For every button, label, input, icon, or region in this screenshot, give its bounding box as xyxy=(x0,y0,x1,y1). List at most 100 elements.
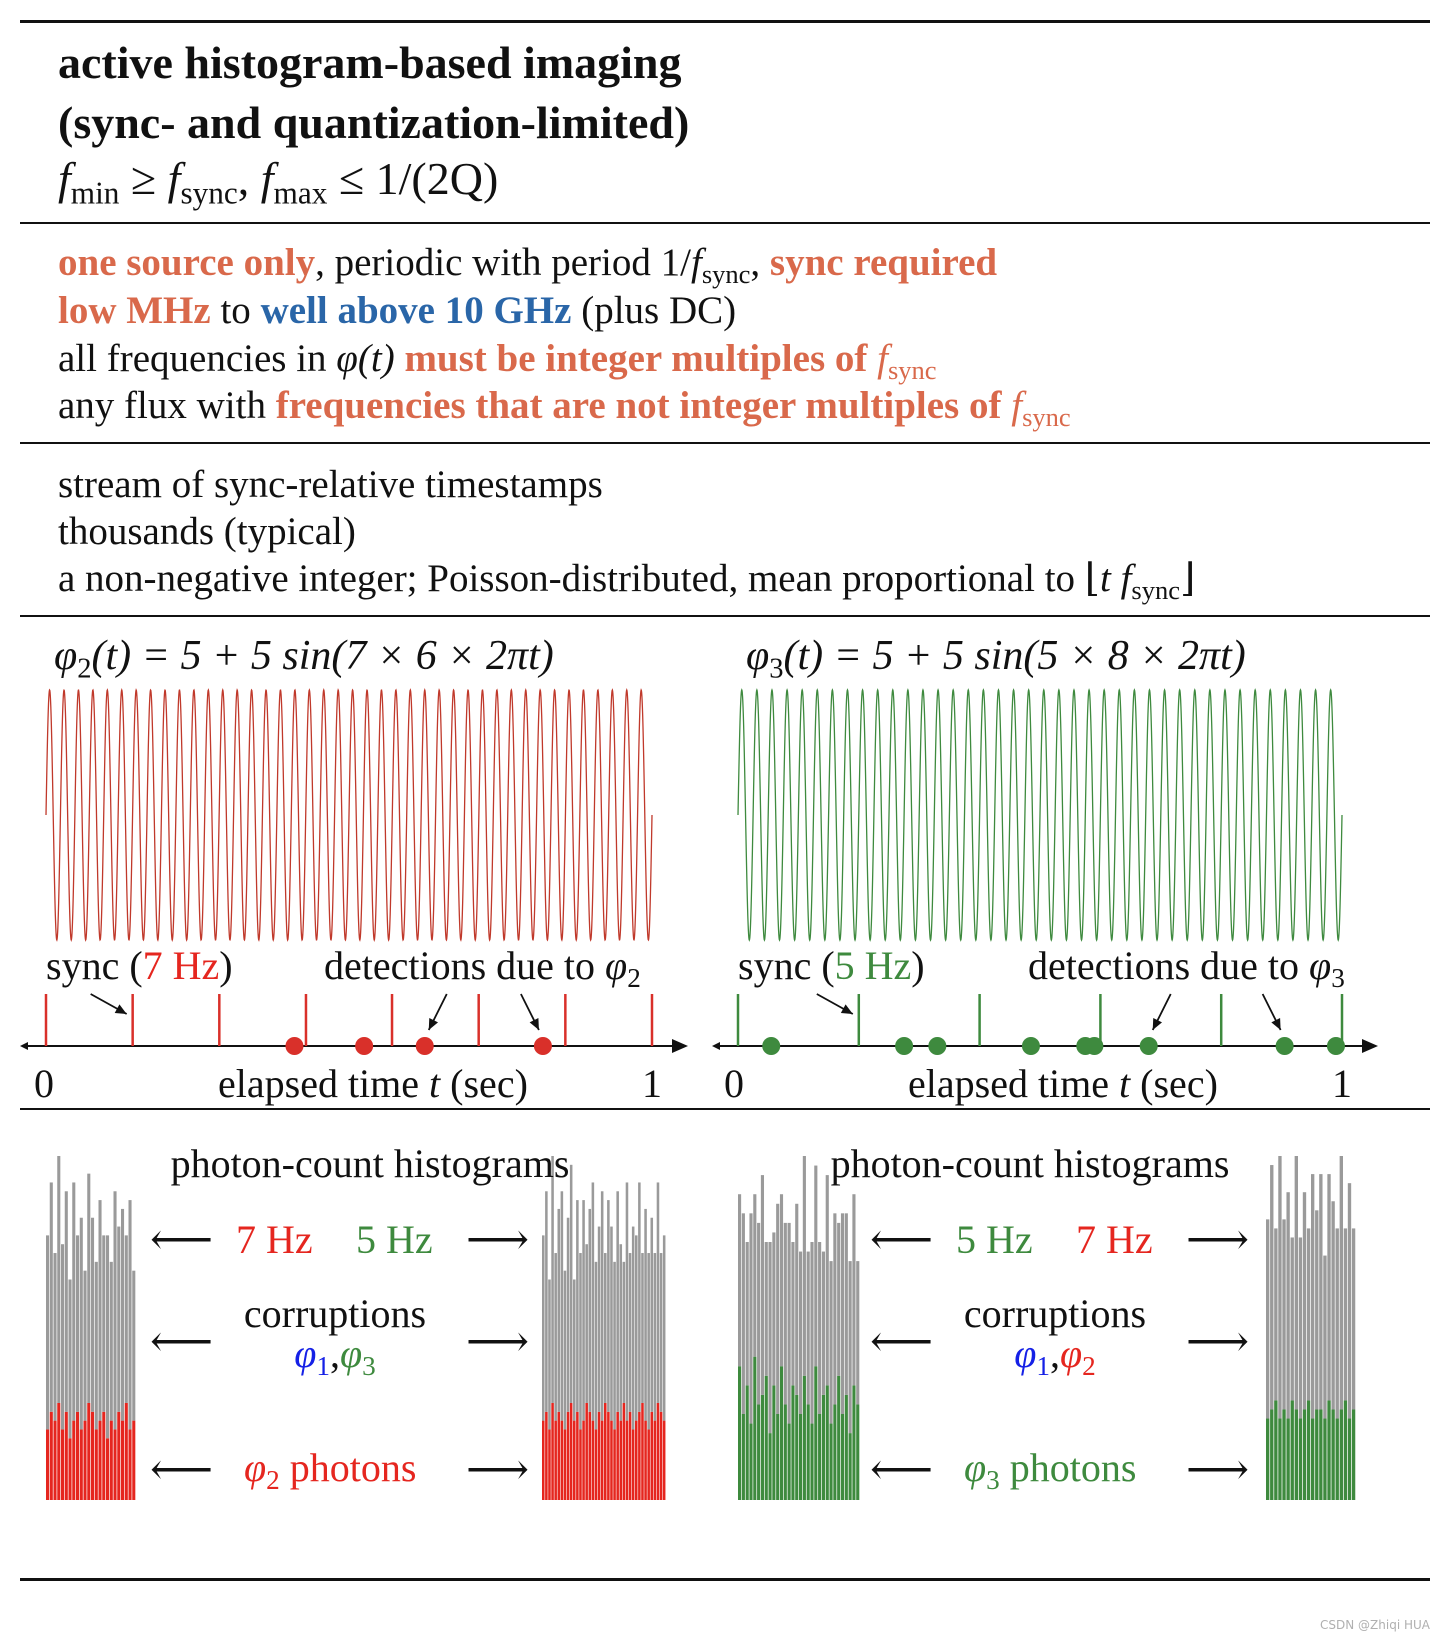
detection-dot-7 xyxy=(1275,1037,1294,1055)
hist-bar-signal-2 xyxy=(548,1429,551,1500)
detection-dot-1 xyxy=(355,1037,374,1055)
corruptions-label-right: corruptions xyxy=(963,1291,1147,1336)
hist-label-5hz-right: 5 Hz xyxy=(956,1217,1033,1262)
hist-bar-signal-25 xyxy=(833,1404,837,1500)
hist-bar-corruption-6 xyxy=(68,1279,72,1439)
hist-bar-signal-1 xyxy=(545,1411,548,1500)
hist-bar-corruption-21 xyxy=(818,1242,822,1414)
sync-label-right: sync (5 Hz) xyxy=(738,943,925,988)
hist-bar-signal-35 xyxy=(650,1411,654,1500)
hist-bar-signal-22 xyxy=(821,1394,826,1500)
hist-bar-signal-1 xyxy=(49,1411,53,1500)
hist-bar-signal-19 xyxy=(600,1420,604,1500)
hist-bar-corruption-3 xyxy=(1278,1156,1282,1419)
rule-top xyxy=(20,20,1430,23)
hist-label-7hz-left: 7 Hz xyxy=(236,1217,313,1262)
hist-bar-corruption-23 xyxy=(825,1175,829,1386)
phi3-formula: φ3(t) = 5 + 5 sin(5 × 8 × 2πt) xyxy=(746,633,1246,685)
hist-bar-signal-32 xyxy=(641,1402,644,1500)
detection-dot-2 xyxy=(415,1037,434,1055)
hist-bar-signal-11 xyxy=(779,1366,784,1500)
hist-bar-signal-12 xyxy=(579,1429,582,1500)
hist-bar-corruption-29 xyxy=(631,1226,635,1430)
hist-bar-signal-9 xyxy=(79,1429,83,1500)
hist-bar-signal-6 xyxy=(68,1438,72,1500)
hist-bar-signal-19 xyxy=(810,1423,814,1500)
hist-bar-signal-8 xyxy=(768,1433,772,1500)
hist-bar-signal-7 xyxy=(1294,1409,1298,1500)
hist-bar-corruption-9 xyxy=(79,1217,83,1430)
hist-bar-corruption-11 xyxy=(779,1194,784,1367)
hist-bar-corruption-12 xyxy=(579,1253,582,1430)
hist-bar-corruption-24 xyxy=(616,1191,619,1412)
hist-bar-corruption-13 xyxy=(94,1261,98,1430)
histogram-phi2-7hz xyxy=(46,1156,136,1500)
hist-bar-signal-27 xyxy=(840,1414,845,1500)
hist-bar-signal-18 xyxy=(1339,1409,1343,1500)
histogram-phi3-7hz xyxy=(1266,1156,1356,1500)
rule-2 xyxy=(20,442,1430,444)
detection-pointer-arrow-0-head xyxy=(1152,1018,1162,1030)
hist-bar-signal-0 xyxy=(46,1429,50,1500)
hist-bar-corruption-36 xyxy=(653,1253,657,1421)
arrow-left-6: ⟵ xyxy=(870,1445,934,1494)
detection-dot-1 xyxy=(895,1037,914,1055)
hist-bar-corruption-20 xyxy=(604,1253,607,1403)
hist-bar-signal-16 xyxy=(1331,1409,1335,1500)
hist-bar-corruption-20 xyxy=(121,1208,125,1421)
hist-bar-corruption-1 xyxy=(545,1191,548,1412)
hist-bar-signal-7 xyxy=(563,1429,567,1500)
hist-bar-corruption-22 xyxy=(128,1200,132,1430)
hist-bar-signal-1 xyxy=(741,1414,745,1500)
hist-bar-corruption-37 xyxy=(656,1182,660,1403)
hist-bar-signal-12 xyxy=(91,1411,95,1500)
hist-bar-corruption-10 xyxy=(776,1203,780,1414)
hist-bar-signal-19 xyxy=(1343,1400,1348,1500)
hist-bar-corruption-14 xyxy=(1323,1255,1327,1419)
hist-bar-corruption-8 xyxy=(566,1217,570,1412)
hist-bar-corruption-38 xyxy=(659,1253,663,1412)
arrow-right-2: ⟶ xyxy=(466,1317,530,1366)
hist-bar-corruption-16 xyxy=(106,1235,110,1439)
hist-bar-corruption-31 xyxy=(856,1261,860,1405)
hist-bar-corruption-25 xyxy=(833,1213,837,1405)
hist-bar-corruption-4 xyxy=(554,1253,557,1421)
rule-bottom xyxy=(20,1578,1430,1581)
hist-bar-signal-13 xyxy=(787,1423,791,1500)
hist-bar-corruption-16 xyxy=(1331,1201,1335,1410)
hist-bar-corruption-34 xyxy=(647,1253,650,1430)
timeline-left xyxy=(20,993,688,1055)
hist-bar-corruption-21 xyxy=(124,1235,128,1403)
hist-bar-corruption-19 xyxy=(600,1191,604,1421)
hist-bar-signal-21 xyxy=(607,1411,610,1500)
hist-bar-signal-20 xyxy=(604,1402,607,1500)
hist-bar-signal-16 xyxy=(799,1414,803,1500)
hist-bar-signal-8 xyxy=(1298,1418,1303,1500)
hist-bar-signal-9 xyxy=(569,1402,573,1500)
hist-bar-signal-18 xyxy=(113,1429,117,1500)
hist-bar-corruption-0 xyxy=(46,1235,50,1430)
hist-bar-signal-20 xyxy=(814,1366,818,1500)
hist-bar-signal-5 xyxy=(557,1411,561,1500)
hist-bar-corruption-14 xyxy=(585,1244,588,1403)
hist-bar-corruption-4 xyxy=(1282,1219,1286,1410)
hist-bar-signal-17 xyxy=(594,1429,598,1500)
hist-bar-signal-39 xyxy=(662,1420,666,1500)
hist-bar-corruption-0 xyxy=(1266,1219,1270,1419)
hist-bar-signal-24 xyxy=(616,1411,619,1500)
hist-bar-signal-11 xyxy=(576,1411,579,1500)
hist-bar-signal-6 xyxy=(560,1420,564,1500)
hist-bar-corruption-13 xyxy=(787,1222,791,1424)
frequency-range-line: low MHz to well above 10 GHz (plus DC) xyxy=(58,289,737,332)
detection-pointer-arrow-1-head xyxy=(529,1018,539,1030)
photons-label-right: φ3 photons xyxy=(964,1445,1137,1496)
rule-3 xyxy=(20,615,1430,617)
hist-bar-signal-28 xyxy=(628,1411,632,1500)
hist-bar-signal-36 xyxy=(653,1420,657,1500)
hist-label-5hz-left: 5 Hz xyxy=(356,1217,433,1262)
hist-bar-corruption-8 xyxy=(1298,1237,1303,1419)
arrow-left-4: ⟵ xyxy=(870,1215,934,1264)
hist-bar-corruption-0 xyxy=(542,1235,545,1421)
hist-bar-signal-21 xyxy=(124,1402,128,1500)
hist-bar-signal-11 xyxy=(1311,1418,1315,1500)
